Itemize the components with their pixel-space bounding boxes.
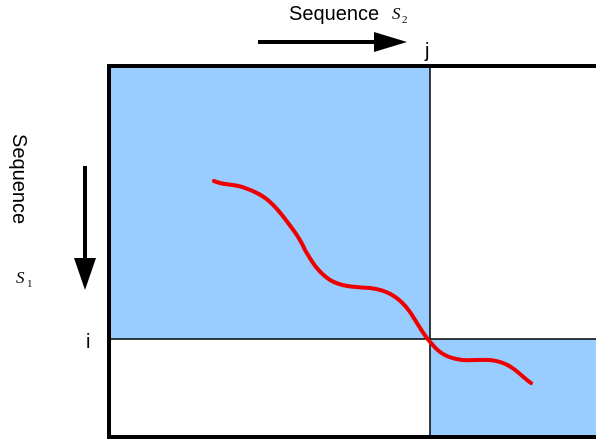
- top-sequence-word: Sequence: [289, 3, 379, 25]
- left-sequence-symbol: S: [16, 268, 25, 287]
- column-index-j: j: [424, 40, 429, 62]
- left-sequence-subscript: 1: [27, 278, 33, 290]
- down-arrow-icon: [74, 258, 96, 290]
- row-index-i: i: [86, 331, 90, 353]
- right-arrow-icon: [374, 32, 407, 52]
- lower-right-region: [430, 339, 596, 437]
- top-sequence-subscript: 2: [402, 14, 408, 26]
- alignment-path: [212, 179, 533, 385]
- left-sequence-word: Sequence: [8, 134, 30, 224]
- top-sequence-symbol: S: [392, 4, 401, 23]
